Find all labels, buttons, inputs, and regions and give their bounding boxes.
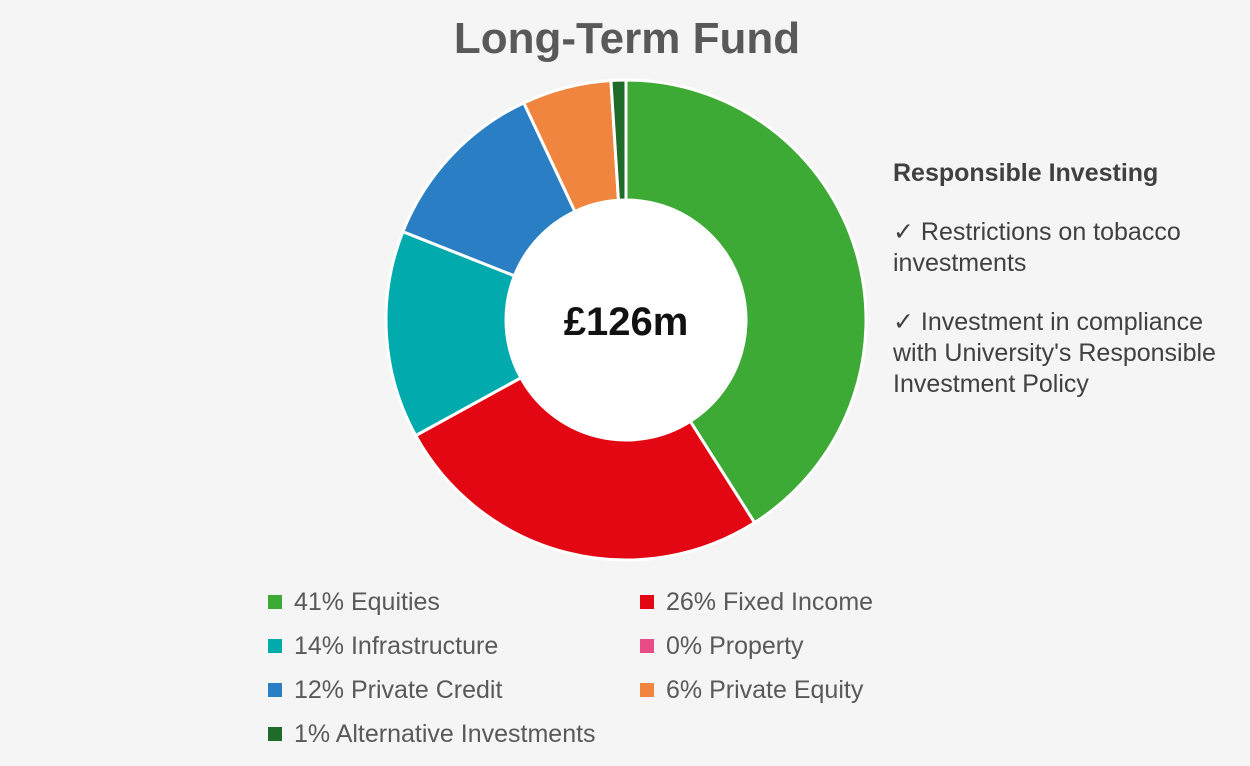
legend-item-equities: 41% Equities	[268, 584, 640, 620]
legend-swatch	[640, 639, 654, 653]
legend-label: 14% Infrastructure	[294, 631, 499, 660]
legend-item-private-credit: 12% Private Credit	[268, 672, 640, 708]
responsible-investing-panel: Responsible Investing ✓ Restrictions on …	[893, 158, 1243, 428]
legend-item-alternative-investments: 1% Alternative Investments	[268, 716, 640, 752]
legend: 41% Equities 26% Fixed Income 14% Infras…	[268, 584, 968, 752]
legend-item-private-equity: 6% Private Equity	[640, 672, 968, 708]
legend-item-infrastructure: 14% Infrastructure	[268, 628, 640, 664]
center-total-label: £126m	[564, 300, 689, 344]
legend-label: 12% Private Credit	[294, 675, 503, 704]
legend-swatch	[640, 683, 654, 697]
panel-point-tobacco: ✓ Restrictions on tobacco investments	[893, 218, 1181, 277]
legend-swatch	[268, 595, 282, 609]
legend-swatch	[640, 595, 654, 609]
legend-swatch	[268, 639, 282, 653]
legend-swatch	[268, 727, 282, 741]
donut-slices	[384, 78, 868, 562]
legend-label: 0% Property	[666, 631, 804, 660]
panel-point-policy: ✓ Investment in compliance with Universi…	[893, 308, 1216, 398]
legend-label: 26% Fixed Income	[666, 587, 874, 616]
legend-swatch	[268, 683, 282, 697]
legend-label: 1% Alternative Investments	[294, 719, 596, 748]
legend-label: 41% Equities	[294, 587, 440, 616]
legend-item-property: 0% Property	[640, 628, 968, 664]
legend-label: 6% Private Equity	[666, 675, 864, 704]
chart-title: Long-Term Fund	[453, 14, 801, 63]
legend-item-fixed-income: 26% Fixed Income	[640, 584, 968, 620]
donut-hole	[506, 200, 746, 440]
panel-heading: Responsible Investing	[893, 159, 1159, 187]
